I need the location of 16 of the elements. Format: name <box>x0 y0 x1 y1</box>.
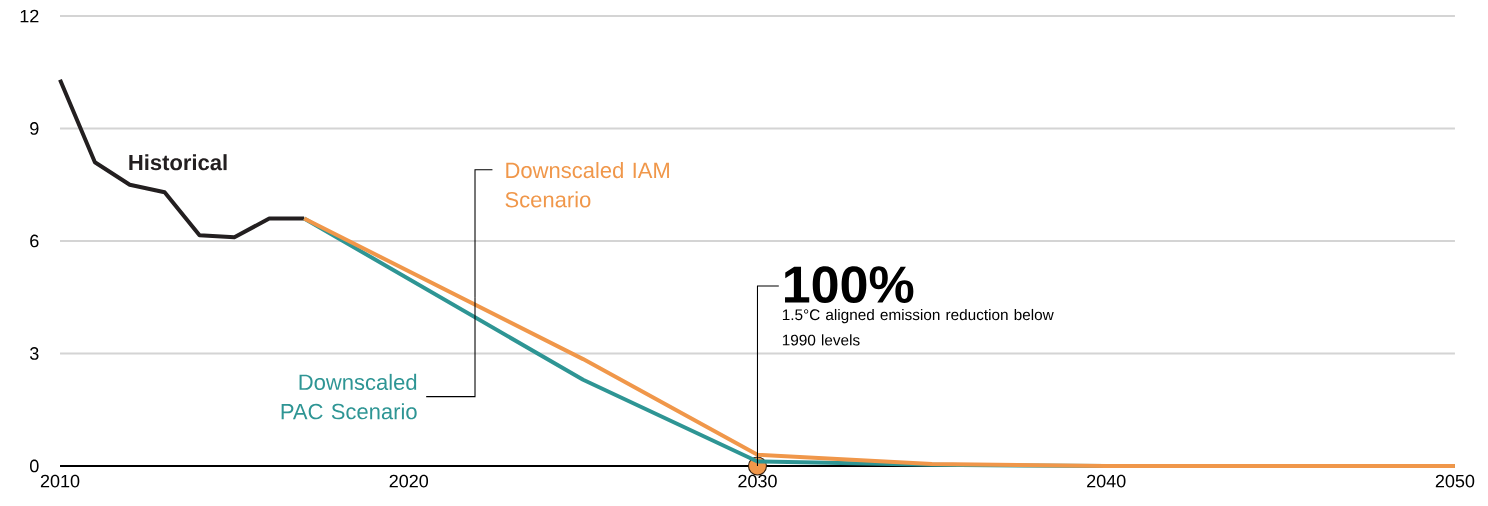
x-tick-label: 2030 <box>738 474 777 488</box>
x-tick-label: 2020 <box>389 474 429 488</box>
annotation: 100% <box>785 266 914 304</box>
y-tick-label: 9 <box>30 122 39 135</box>
x-tick-label: 2040 <box>1087 474 1126 488</box>
y-tick-label: 6 <box>30 234 39 248</box>
y-tick-label: 0 <box>30 459 39 473</box>
text: Downscaled PAC Scenario <box>281 373 417 420</box>
text: Downscaled IAM Scenario <box>505 162 669 208</box>
series-label: Historical <box>129 154 227 171</box>
annotation: 1.5°C aligned emission reduction below 1990 levels <box>782 308 1054 346</box>
y-tick-label: 3 <box>29 347 39 360</box>
line-series <box>58 77 307 240</box>
y-tick-label: 12 <box>20 9 39 23</box>
x-tick-label: 2010 <box>40 474 80 488</box>
x-tick-label: 2050 <box>1435 474 1475 488</box>
